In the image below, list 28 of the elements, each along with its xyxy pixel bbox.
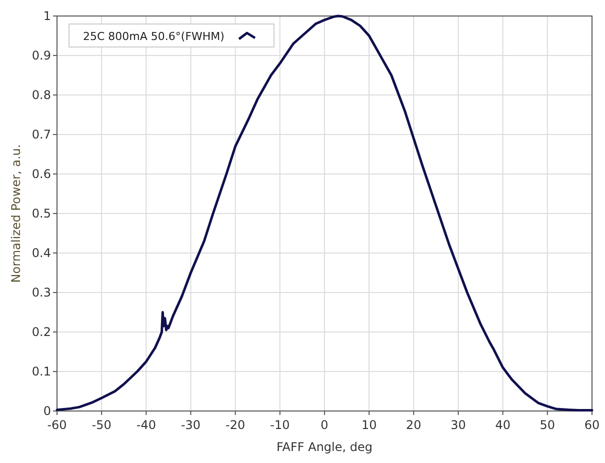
x-tick-label: 40: [495, 418, 510, 432]
x-tick-label: -10: [270, 418, 290, 432]
x-tick-label: -50: [92, 418, 112, 432]
y-tick-label: 0.1: [32, 364, 51, 378]
y-tick-label: 0.2: [32, 325, 51, 339]
x-axis-title: FAFF Angle, deg: [276, 440, 373, 454]
x-tick-label: 10: [361, 418, 377, 432]
y-tick-label: 0.3: [32, 286, 51, 300]
x-tick-label: -60: [47, 418, 67, 432]
x-tick-label: -30: [180, 418, 201, 432]
x-tick-label: 20: [406, 418, 422, 432]
y-tick-label: 1: [43, 9, 51, 23]
y-tick-label: 0.9: [32, 48, 51, 62]
y-tick-label: 0.5: [32, 206, 51, 220]
x-tick-label: 0: [320, 418, 328, 432]
y-tick-label: 0.6: [32, 167, 51, 181]
y-axis-title: Normalized Power, a.u.: [9, 144, 23, 283]
y-tick-label: 0.8: [32, 88, 51, 102]
line-series: [56, 14, 594, 412]
legend-label: 25C 800mA 50.6°(FWHM): [83, 30, 224, 43]
x-tick-label: -40: [136, 418, 156, 432]
y-tick-label: 0.4: [32, 246, 51, 260]
y-tick-label: 0: [43, 404, 51, 418]
x-tick-label: 50: [540, 418, 556, 432]
y-tick-label: 0.7: [32, 128, 51, 142]
x-tick-label: 60: [584, 418, 600, 432]
x-tick-label: -20: [226, 418, 246, 432]
x-tick-label: 30: [450, 418, 466, 432]
